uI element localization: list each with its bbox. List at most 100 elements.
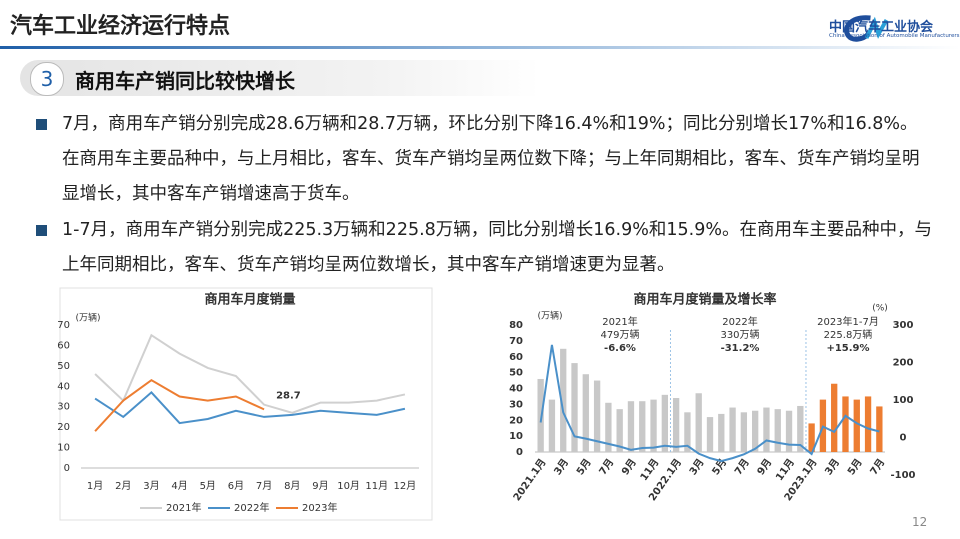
bar: [876, 406, 883, 452]
data-label: 28.7: [276, 390, 301, 401]
bullet: 7月，商用车产销分别完成28.6万辆和28.7万辆，环比分别下降16.4%和19…: [36, 107, 934, 212]
y-tick-label: 80: [509, 320, 523, 331]
legend-label: 2022年: [234, 501, 269, 514]
header-rule: [0, 46, 960, 49]
y-tick-label: 10: [509, 431, 523, 442]
chart-title: 商用车月度销量: [204, 292, 295, 308]
y-tick-label: 60: [57, 340, 70, 351]
x-tick-label: 10月: [337, 480, 360, 492]
x-tick-label: 5月: [574, 457, 594, 478]
bar: [672, 398, 680, 452]
y-tick-label: 20: [509, 415, 523, 426]
x-tick-label: 7月: [256, 480, 272, 492]
logo-mark: [844, 15, 889, 42]
x-tick-label: 9月: [312, 480, 328, 492]
bar: [740, 412, 748, 452]
header-title: 汽车工业经济运行特点: [10, 14, 231, 39]
x-tick-label: 11月: [638, 457, 662, 483]
bar: [582, 374, 589, 452]
annotation: 2022年: [722, 315, 757, 328]
line: [94, 378, 265, 432]
bar: [605, 402, 612, 452]
bar: [785, 410, 793, 452]
y-tick-label: 0: [516, 447, 523, 458]
bar: [560, 348, 567, 452]
section-number: 3: [30, 62, 64, 96]
x-tick-label: 3月: [552, 457, 572, 478]
x-tick-label: 2021.1月: [511, 457, 549, 504]
x-tick-label: 9月: [619, 457, 639, 478]
annotation: 225.8万辆: [824, 328, 873, 341]
bar: [571, 363, 578, 452]
bar: [650, 399, 657, 452]
legend-label: 2023年: [302, 501, 337, 514]
annotation: 2023年1-7月: [817, 315, 879, 328]
y2-axis-label: (%): [872, 304, 888, 314]
bar: [684, 412, 691, 452]
y-tick-label: 70: [57, 320, 70, 331]
x-tick-label: 9月: [755, 457, 775, 478]
x-tick-label: 7月: [732, 457, 752, 478]
bar: [718, 413, 725, 452]
section-band: [20, 60, 540, 96]
bar: [661, 394, 668, 452]
logo-name: 中国汽车工业协会: [829, 20, 934, 35]
x-tick-label: 3月: [143, 480, 159, 492]
legend-label: 2021年: [166, 501, 201, 514]
annotation: 2021年: [602, 315, 637, 328]
y-tick-label: 0: [64, 463, 70, 474]
x-tick-label: 8月: [284, 480, 300, 492]
y-tick-label: 10: [57, 443, 70, 454]
y-tick-label: 40: [509, 384, 523, 395]
y-tick-label: 50: [57, 361, 70, 372]
section-title: 商用车产销同比较快增长: [75, 69, 295, 93]
bar: [537, 378, 544, 452]
bar: [763, 407, 770, 452]
x-tick-label: 1月: [87, 480, 103, 492]
y-axis-label: (万辆): [75, 312, 100, 324]
bar: [639, 401, 646, 452]
y-tick-label: 20: [57, 422, 70, 433]
bar: [752, 410, 759, 452]
bar: [797, 405, 804, 452]
x-tick-label: 4月: [171, 480, 187, 492]
y-axis-label: (万辆): [537, 310, 562, 322]
y-tick-label: 40: [57, 381, 70, 392]
bar: [593, 380, 601, 452]
x-tick-label: 7月: [868, 457, 888, 478]
bar: [548, 399, 556, 452]
line: [94, 391, 406, 425]
annotation: -6.6%: [604, 343, 636, 354]
annotation: 330万辆: [720, 328, 759, 341]
y-tick-label: 50: [509, 368, 523, 379]
logo-en: China Association of Automobile Manufact…: [829, 33, 960, 39]
x-tick-label: 3月: [823, 457, 843, 478]
x-tick-label: 2月: [115, 480, 131, 492]
bar: [706, 417, 714, 452]
x-tick-label: 12月: [394, 480, 417, 492]
chart-title: 商用车月度销量及增长率: [633, 292, 776, 308]
bar: [616, 409, 623, 452]
y-tick-label: 30: [509, 399, 523, 410]
y-tick-label: 70: [509, 336, 523, 347]
page-number: 12: [912, 515, 928, 529]
bar: [864, 396, 872, 452]
chart-frame: [59, 287, 433, 521]
annotation: +15.9%: [826, 343, 869, 354]
y2-tick-label: -100: [890, 470, 915, 481]
bar: [627, 401, 635, 452]
x-tick-label: 11月: [365, 480, 388, 492]
x-tick-label: 7月: [597, 457, 617, 478]
y2-tick-label: 300: [893, 320, 914, 331]
annotation: 479万辆: [600, 328, 639, 341]
bar: [831, 383, 838, 452]
bar: [842, 396, 849, 452]
y2-tick-label: 100: [893, 395, 914, 406]
bar: [729, 407, 736, 452]
line: [94, 333, 406, 414]
x-tick-label: 6月: [228, 480, 244, 492]
x-tick-label: 11月: [773, 457, 797, 483]
bar: [808, 423, 815, 452]
y-tick-label: 60: [509, 352, 523, 363]
